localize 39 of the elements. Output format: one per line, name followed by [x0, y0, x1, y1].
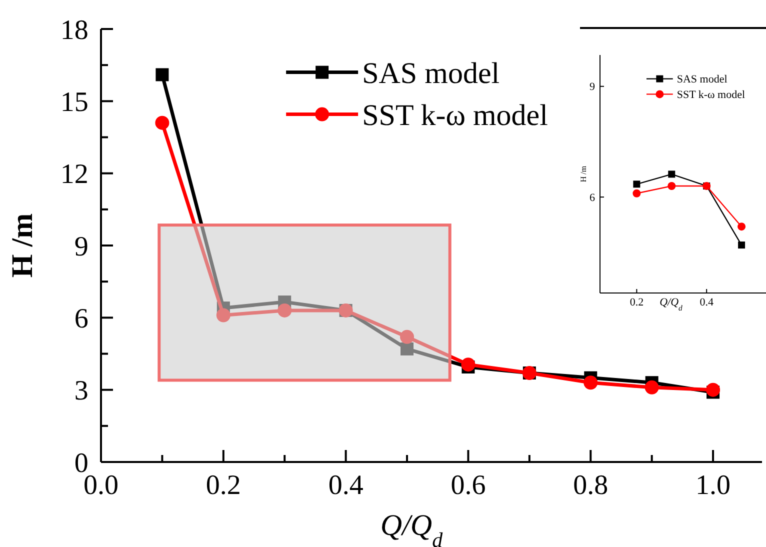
point: [400, 330, 414, 344]
point: [156, 68, 169, 82]
point: [461, 358, 476, 372]
x-tick-label: 0.2: [630, 296, 644, 309]
point: [738, 242, 746, 249]
y-tick-label: 15: [60, 86, 88, 118]
legend-label: SST k-ω model: [362, 98, 548, 132]
point: [400, 342, 414, 356]
point: [706, 382, 720, 397]
x-axis-title: Q/Q$_{d}$: [380, 508, 444, 547]
x-tick-label: 0.8: [573, 470, 608, 502]
x-tick-label: 0.4: [328, 470, 364, 502]
y-axis-title: H /m: [6, 213, 39, 278]
point: [632, 189, 641, 198]
x-tick-label: 1.0: [696, 470, 731, 502]
y-tick-label: 18: [60, 14, 88, 46]
y-tick-label: 12: [60, 159, 88, 190]
point: [668, 170, 676, 178]
y-tick-label: 9: [74, 231, 88, 262]
legend-label: SST k-ω model: [676, 89, 746, 102]
point: [633, 180, 640, 188]
x-axis-title: Q/Q$_{d}$: [660, 296, 683, 312]
point: [738, 222, 746, 231]
point: [216, 308, 230, 322]
point: [644, 380, 659, 394]
point: [155, 116, 170, 130]
y-tick-label: 6: [74, 303, 88, 334]
y-tick-label: 3: [74, 376, 88, 407]
point: [668, 182, 676, 190]
point: [278, 303, 292, 318]
y-axis-title: H /m: [579, 165, 588, 182]
x-tick-label: 0.4: [700, 296, 714, 309]
legend-label: SAS model: [362, 56, 500, 90]
y-tick-label: 6: [590, 192, 596, 204]
x-tick-label: 0.2: [206, 470, 241, 502]
y-tick-label: 9: [590, 81, 596, 94]
legend-label: SAS model: [676, 74, 728, 86]
x-tick-label: 0.6: [450, 470, 486, 502]
point: [584, 376, 598, 390]
